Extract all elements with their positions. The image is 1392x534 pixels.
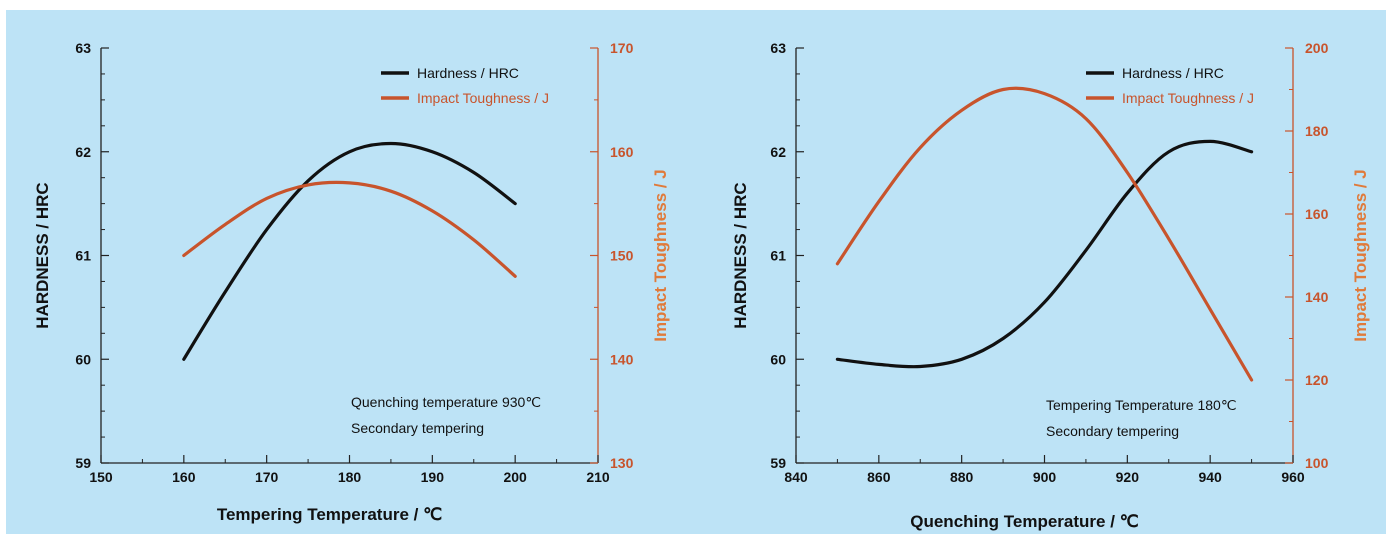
x-tick-label: 150 (89, 469, 113, 485)
y-tick-label: 62 (770, 144, 786, 160)
y-tick-label: 60 (770, 351, 786, 367)
x-tick-label: 860 (867, 469, 891, 485)
x-tick-label: 210 (586, 469, 610, 485)
y2-tick-label: 100 (1305, 455, 1329, 471)
hardness-series-line (835, 139, 1254, 369)
y-tick-label: 62 (75, 144, 91, 160)
y-tick-label: 61 (75, 248, 91, 264)
y-axis-title: HARDNESS / HRC (33, 182, 52, 328)
y-tick-label: 63 (75, 40, 91, 56)
y2-tick-label: 150 (610, 248, 634, 264)
x-tick-label: 160 (172, 469, 196, 485)
legend-label: Hardness / HRC (1122, 65, 1224, 81)
x-tick-label: 940 (1198, 469, 1222, 485)
y-tick-label: 59 (770, 455, 786, 471)
chart-note: Secondary tempering (1046, 423, 1179, 439)
y2-tick-label: 140 (1305, 289, 1329, 305)
x-tick-label: 900 (1033, 469, 1057, 485)
chart-note: Secondary tempering (351, 420, 484, 436)
y-tick-label: 63 (770, 40, 786, 56)
legend-label: Impact Toughness / J (417, 90, 549, 106)
x-tick-label: 180 (338, 469, 362, 485)
x-tick-label: 170 (255, 469, 279, 485)
x-tick-label: 960 (1281, 469, 1305, 485)
dual-chart-svg: 150 160 170 180 190 200 210 59 60 61 62 63 130 140 150… (33, 40, 1370, 531)
y2-tick-label: 160 (1305, 206, 1329, 222)
x-tick-label: 190 (421, 469, 445, 485)
legend-label: Impact Toughness / J (1122, 90, 1254, 106)
y-tick-label: 60 (75, 351, 91, 367)
y2-tick-label: 180 (1305, 123, 1329, 139)
x-tick-label: 840 (784, 469, 808, 485)
x-axis-title: Tempering Temperature / ℃ (217, 505, 442, 524)
y2-tick-label: 200 (1305, 40, 1329, 56)
legend-label: Hardness / HRC (417, 65, 519, 81)
y2-axis-title: Impact Toughness / J (1351, 169, 1370, 342)
hardness-series-line (182, 141, 517, 361)
y2-tick-label: 130 (610, 455, 634, 471)
y2-tick-label: 160 (610, 144, 634, 160)
y-axis-title: HARDNESS / HRC (731, 182, 750, 328)
chart-canvas: 150 160 170 180 190 200 210 59 60 61 62 63 130 140 150… (6, 10, 1386, 534)
x-axis-title: Quenching Temperature / ℃ (910, 512, 1138, 531)
x-tick-label: 920 (1116, 469, 1140, 485)
y2-tick-label: 140 (610, 351, 634, 367)
y2-tick-label: 170 (610, 40, 634, 56)
y2-axis-title: Impact Toughness / J (651, 169, 670, 342)
x-tick-label: 200 (503, 469, 527, 485)
toughness-series-line (182, 180, 517, 278)
y-tick-label: 59 (75, 455, 91, 471)
y2-tick-label: 120 (1305, 372, 1329, 388)
x-tick-label: 880 (950, 469, 974, 485)
toughness-series-line (835, 86, 1254, 382)
y-tick-label: 61 (770, 248, 786, 264)
chart-note: Quenching temperature 930℃ (351, 394, 541, 410)
chart-note: Tempering Temperature 180℃ (1046, 397, 1237, 413)
